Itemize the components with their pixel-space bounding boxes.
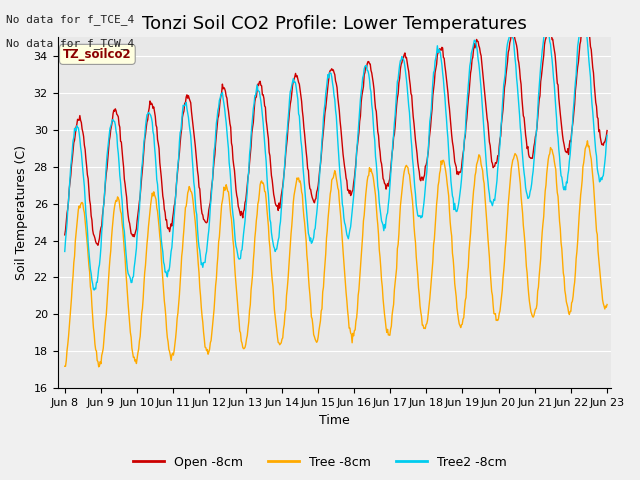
- Tree2 -8cm: [403, 77, 410, 83]
- Tree -8cm: [127, 334, 135, 340]
- Tree -8cm: [211, 295, 219, 300]
- Tree2 -8cm: [90, 287, 98, 293]
- Open -8cm: [71, 137, 79, 143]
- Open -8cm: [94, 242, 102, 248]
- Open -8cm: [61, 232, 68, 238]
- Open -8cm: [211, 152, 219, 157]
- Open -8cm: [403, 54, 410, 60]
- Tree -8cm: [95, 364, 102, 370]
- Tree -8cm: [61, 363, 68, 369]
- Tree2 -8cm: [182, 100, 190, 106]
- Open -8cm: [582, 15, 590, 21]
- Tree2 -8cm: [71, 125, 79, 131]
- Y-axis label: Soil Temperatures (C): Soil Temperatures (C): [15, 145, 28, 280]
- Tree -8cm: [419, 322, 426, 328]
- Text: No data for f_TCW_4: No data for f_TCW_4: [6, 38, 134, 49]
- X-axis label: Time: Time: [319, 414, 349, 427]
- Line: Tree2 -8cm: Tree2 -8cm: [65, 16, 607, 290]
- Line: Open -8cm: Open -8cm: [65, 18, 607, 245]
- Tree -8cm: [584, 138, 591, 144]
- Tree -8cm: [403, 163, 410, 168]
- Legend: Open -8cm, Tree -8cm, Tree2 -8cm: Open -8cm, Tree -8cm, Tree2 -8cm: [128, 451, 512, 474]
- Tree2 -8cm: [211, 144, 219, 149]
- Tree2 -8cm: [419, 214, 426, 220]
- Tree -8cm: [182, 204, 190, 209]
- Tree -8cm: [604, 301, 611, 307]
- Text: No data for f_TCE_4: No data for f_TCE_4: [6, 14, 134, 25]
- Tree -8cm: [71, 253, 79, 259]
- Tree2 -8cm: [127, 280, 135, 286]
- Line: Tree -8cm: Tree -8cm: [65, 141, 607, 367]
- Open -8cm: [182, 94, 190, 100]
- Open -8cm: [604, 128, 611, 133]
- Title: Tonzi Soil CO2 Profile: Lower Temperatures: Tonzi Soil CO2 Profile: Lower Temperatur…: [141, 15, 527, 33]
- Open -8cm: [127, 231, 135, 237]
- Open -8cm: [419, 174, 426, 180]
- Tree2 -8cm: [61, 249, 68, 254]
- Tree2 -8cm: [579, 13, 587, 19]
- Text: TZ_soilco2: TZ_soilco2: [63, 48, 132, 61]
- Tree2 -8cm: [604, 132, 611, 138]
